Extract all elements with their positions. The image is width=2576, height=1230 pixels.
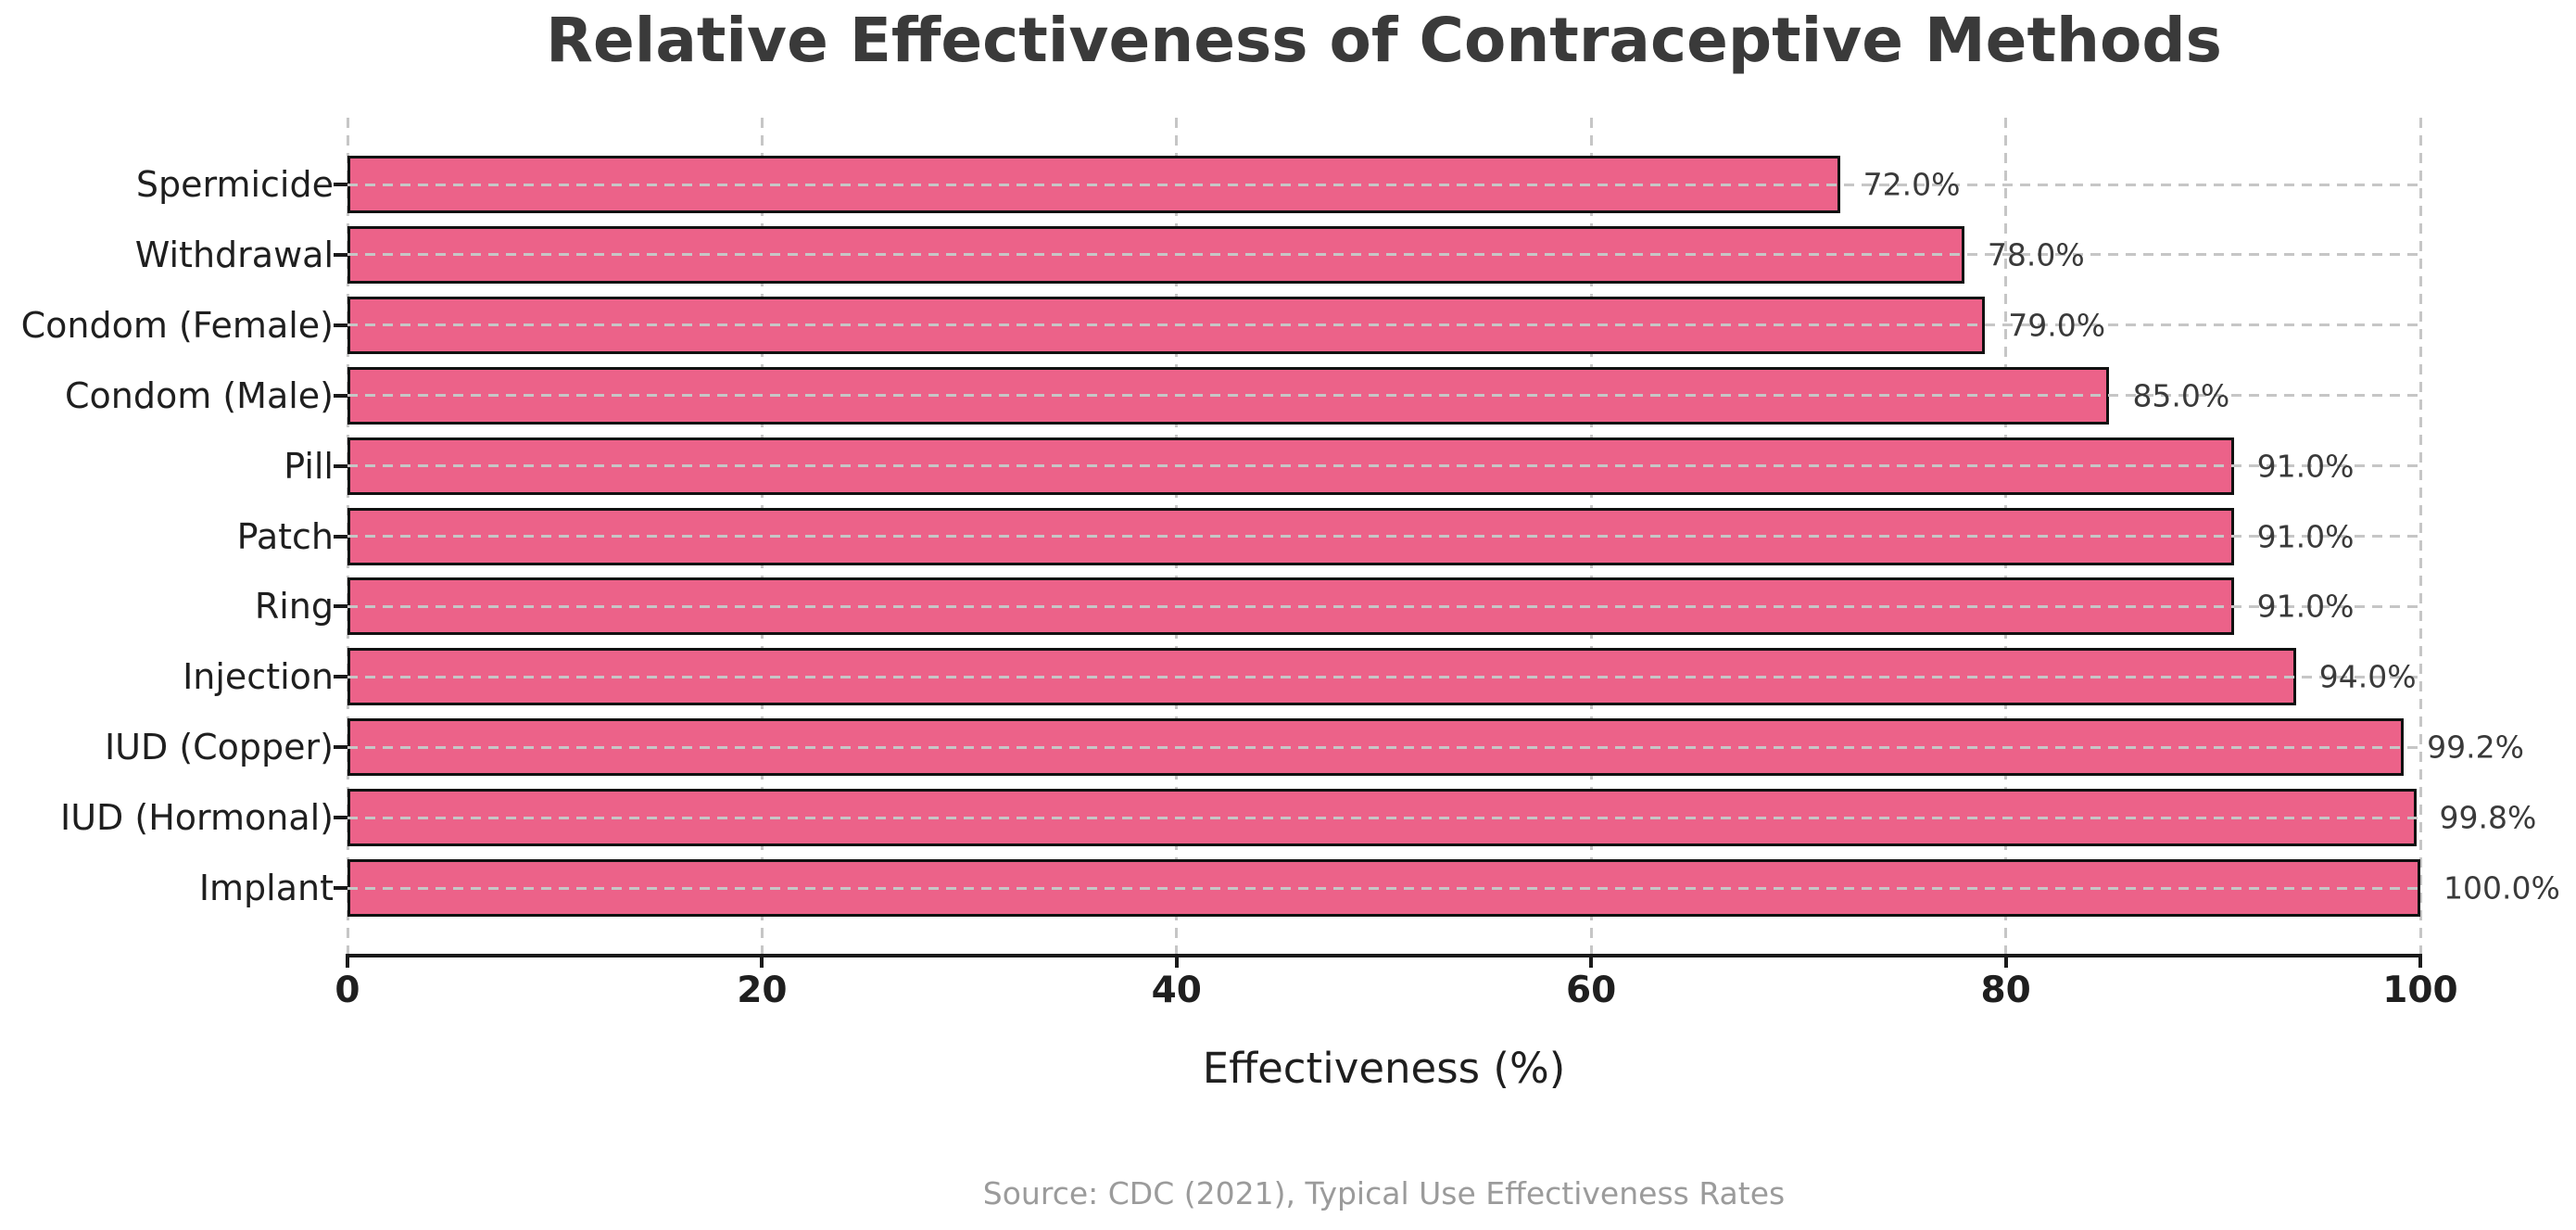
bar-value-label: 72.0% [1863, 166, 1961, 203]
y-tick-label: IUD (Hormonal) [60, 797, 334, 839]
y-axis-labels: Spermicide Withdrawal Condom (Female) Condo… [0, 118, 334, 954]
bar-value-label: 78.0% [1987, 236, 2085, 273]
gridline-horizontal [347, 253, 2420, 257]
y-tick-label: Pill [284, 445, 334, 487]
y-tick-label: Condom (Male) [65, 374, 334, 416]
bar-value-label: 99.2% [2427, 729, 2524, 766]
gridline-horizontal [347, 604, 2420, 608]
gridline-horizontal [347, 816, 2420, 819]
y-tick-mark [334, 745, 347, 750]
bar-value-label: 79.0% [2008, 307, 2106, 344]
bar-value-label: 100.0% [2443, 869, 2560, 907]
y-tick-mark [334, 604, 347, 609]
bar-value-label: 85.0% [2132, 377, 2230, 414]
y-tick-mark [334, 816, 347, 820]
y-tick-label: IUD (Copper) [104, 727, 334, 768]
y-tick-label: Withdrawal [134, 234, 334, 275]
x-tick-label: 40 [1151, 970, 1202, 1011]
x-tick-label: 20 [737, 970, 788, 1011]
y-tick-mark [334, 183, 347, 186]
x-tick-label: 60 [1566, 970, 1617, 1011]
source-note: Source: CDC (2021), Typical Use Effectiv… [982, 1175, 1786, 1211]
gridline-horizontal [347, 394, 2420, 398]
y-tick-mark [334, 886, 347, 890]
gridline-horizontal [347, 886, 2420, 890]
y-tick-label: Patch [236, 515, 334, 557]
y-tick-label: Spermicide [135, 164, 334, 205]
gridline-horizontal [347, 464, 2420, 468]
gridline-horizontal [347, 535, 2420, 538]
y-tick-mark [334, 252, 347, 257]
y-tick-label: Ring [254, 586, 334, 628]
bar-value-label: 91.0% [2256, 448, 2355, 485]
x-tick-label: 0 [335, 970, 360, 1011]
bar-value-label: 99.8% [2439, 799, 2537, 836]
x-tick-label: 100 [2382, 970, 2458, 1011]
gridline-horizontal [347, 323, 2420, 327]
gridline-horizontal [347, 675, 2420, 678]
bar-value-label: 94.0% [2318, 658, 2417, 695]
x-axis-title: Effectiveness (%) [1202, 1044, 1566, 1093]
x-tick-label: 80 [1980, 970, 2031, 1011]
bar-value-label: 91.0% [2256, 588, 2355, 625]
y-tick-mark [334, 323, 347, 327]
bar-value-label: 91.0% [2256, 518, 2355, 554]
plot-area: 72.0% 78.0% 79.0% 85.0% 91.0% 91.0% 91.0% 94.0%… [334, 118, 2560, 957]
y-tick-mark [334, 534, 347, 539]
y-tick-mark [334, 393, 347, 398]
chart-title: Relative Effectiveness of Contraceptive … [546, 5, 2222, 76]
gridline-horizontal [347, 183, 2420, 186]
y-tick-label: Condom (Female) [20, 304, 334, 346]
gridline-vertical [2418, 118, 2422, 954]
y-tick-mark [334, 675, 347, 679]
gridline-horizontal [347, 745, 2420, 749]
x-axis-spine [346, 954, 2422, 957]
y-tick-label: Injection [183, 656, 334, 698]
y-tick-label: Implant [198, 868, 334, 908]
y-tick-mark [334, 463, 347, 468]
